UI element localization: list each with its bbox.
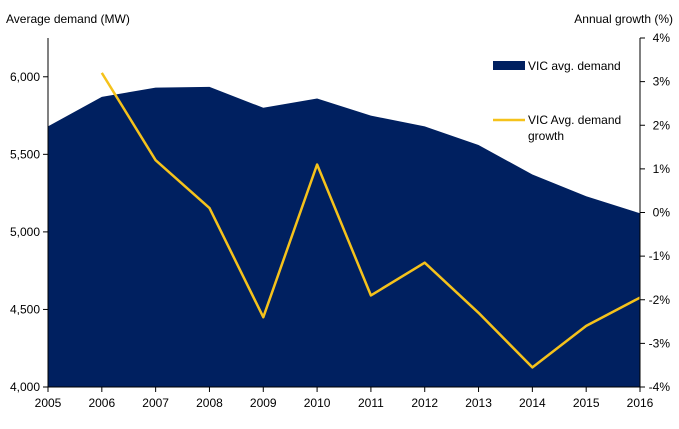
x-tick-label: 2006 xyxy=(88,396,115,410)
x-tick-label: 2008 xyxy=(196,396,223,410)
left-tick-label: 5,000 xyxy=(10,225,40,239)
right-tick-label: -1% xyxy=(649,249,671,263)
legend-label-growth-1: VIC Avg. demand xyxy=(528,113,621,127)
right-tick-label: 1% xyxy=(653,162,671,176)
right-tick-label: 4% xyxy=(653,31,671,45)
left-axis-ticks: 4,000 4,500 5,000 5,500 6,000 xyxy=(10,70,48,394)
right-tick-label: 3% xyxy=(653,75,671,89)
right-tick-label: 2% xyxy=(653,118,671,132)
growth-line xyxy=(100,72,641,369)
left-tick-label: 5,500 xyxy=(10,147,40,161)
right-axis-ticks: -4% -3% -2% -1% 0% 1% 2% 3% 4% xyxy=(640,31,670,394)
right-tick-label: 0% xyxy=(653,206,671,220)
x-tick-label: 2016 xyxy=(627,396,654,410)
right-tick-label: -4% xyxy=(649,380,671,394)
left-tick-label: 4,500 xyxy=(10,302,40,316)
x-tick-label: 2007 xyxy=(142,396,169,410)
x-tick-label: 2012 xyxy=(411,396,438,410)
legend-label-demand: VIC avg. demand xyxy=(528,59,621,73)
left-axis-label: Average demand (MW) xyxy=(6,12,130,26)
x-axis-ticks: 2005 2006 2007 2008 2009 2010 2011 2012 2013 2014… xyxy=(35,387,654,410)
x-tick-label: 2013 xyxy=(465,396,492,410)
left-tick-label: 6,000 xyxy=(10,70,40,84)
legend: VIC avg. demand VIC Avg. demand growth xyxy=(493,59,621,143)
right-axis-label: Annual growth (%) xyxy=(574,12,673,26)
legend-swatch-demand xyxy=(493,61,525,70)
x-tick-label: 2015 xyxy=(573,396,600,410)
x-tick-label: 2011 xyxy=(358,396,384,410)
x-tick-label: 2009 xyxy=(250,396,277,410)
left-tick-label: 4,000 xyxy=(10,380,40,394)
right-tick-label: -2% xyxy=(649,293,671,307)
right-tick-label: -3% xyxy=(649,336,671,350)
legend-label-growth-2: growth xyxy=(528,129,564,143)
demand-area xyxy=(48,86,640,388)
x-tick-label: 2005 xyxy=(35,396,62,410)
x-tick-label: 2014 xyxy=(519,396,546,410)
x-tick-label: 2010 xyxy=(304,396,331,410)
